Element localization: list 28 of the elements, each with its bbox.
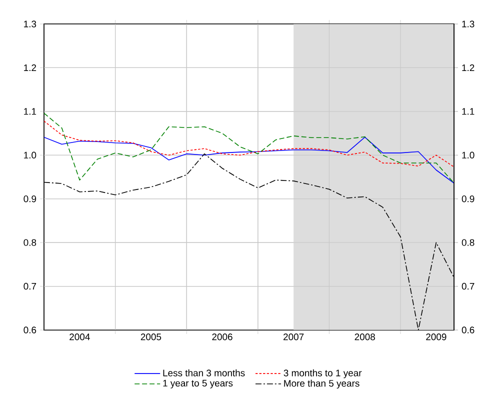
y-tick-label: 1.0	[24, 152, 36, 158]
y-tick-label: 0.7	[24, 282, 36, 290]
line-series	[44, 120, 454, 168]
y2-tick-label: 1.1	[462, 108, 474, 115]
y2-tick-label: 0.7	[462, 282, 474, 290]
y2-tick-label: 1.0	[462, 152, 474, 158]
legend-label: 3 months to 1 year	[284, 369, 362, 378]
y-tick-label: 1.3	[24, 20, 36, 28]
x-tick-label: 2008	[354, 334, 375, 340]
legend-label: Less than 3 months	[163, 369, 245, 376]
x-tick-label: 2005	[140, 334, 162, 340]
line-series	[44, 136, 454, 184]
legend-label: 1 year to 5 years	[163, 380, 233, 388]
y-tick-label: 1.1	[24, 108, 36, 115]
y2-tick-label: 1.3	[462, 20, 474, 28]
y2-tick-label: 0.8	[462, 239, 474, 246]
y-tick-label: 0.8	[24, 239, 36, 246]
legend-label: More than 5 years	[284, 380, 360, 389]
y-tick-label: 1.2	[24, 64, 36, 72]
y2-tick-label: 1.2	[462, 64, 474, 72]
y-tick-label: 0.9	[24, 196, 36, 202]
x-tick-label: 2007	[284, 334, 304, 340]
x-tick-label: 2004	[70, 334, 90, 340]
x-tick-label: 2009	[426, 334, 446, 340]
y2-tick-label: 0.6	[462, 326, 474, 334]
y2-tick-label: 0.9	[462, 196, 474, 202]
y-tick-label: 0.6	[24, 326, 36, 334]
x-tick-label: 2006	[212, 334, 232, 340]
